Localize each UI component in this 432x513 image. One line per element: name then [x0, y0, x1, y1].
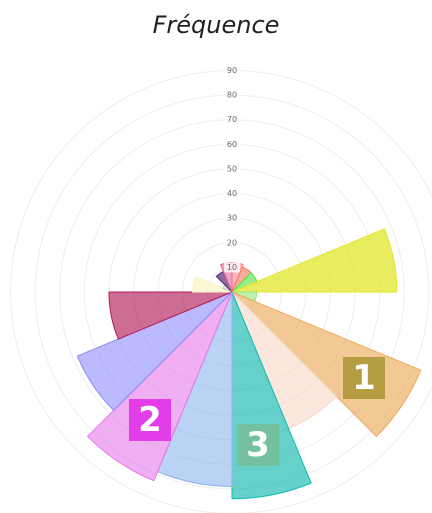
- tick-label-bg: [224, 188, 240, 199]
- tick-label-bg: [224, 90, 240, 101]
- wedge: [86, 291, 233, 482]
- tick-label: 40: [227, 189, 237, 198]
- badge-bg: [129, 399, 171, 441]
- badge-label: 1: [352, 358, 376, 398]
- wedges: [76, 228, 422, 500]
- badge-label: 3: [246, 425, 270, 465]
- chart-title: Fréquence: [153, 11, 280, 39]
- tick-label-bg: [224, 65, 240, 76]
- wedge: [231, 228, 398, 293]
- tick-label-bg: [224, 163, 240, 174]
- tick-label: 50: [227, 164, 237, 173]
- annotations: 1 2 3: [129, 357, 385, 466]
- wedge: [108, 291, 233, 340]
- tick-label: 60: [227, 140, 237, 149]
- wedge: [76, 291, 233, 412]
- tick-label: 20: [227, 238, 237, 247]
- tick-label-bg: [224, 139, 240, 150]
- tick-label-bg: [224, 213, 240, 224]
- tick-labels: 10 20 30 40 50 60 70 80 90: [224, 65, 240, 273]
- tick-label: 80: [227, 91, 237, 100]
- tick-label: 10: [227, 263, 237, 272]
- badge-bg: [343, 357, 385, 399]
- badge-label: 2: [138, 400, 162, 440]
- tick-label: 90: [227, 66, 237, 75]
- tick-label: 30: [227, 214, 237, 223]
- tick-label-bg: [224, 237, 240, 248]
- wedge: [192, 276, 233, 293]
- tick-label-bg: [224, 262, 240, 273]
- tick-label-bg: [224, 114, 240, 125]
- badge-bg: [237, 424, 279, 466]
- wedge: [231, 291, 422, 438]
- tick-label: 70: [227, 115, 237, 124]
